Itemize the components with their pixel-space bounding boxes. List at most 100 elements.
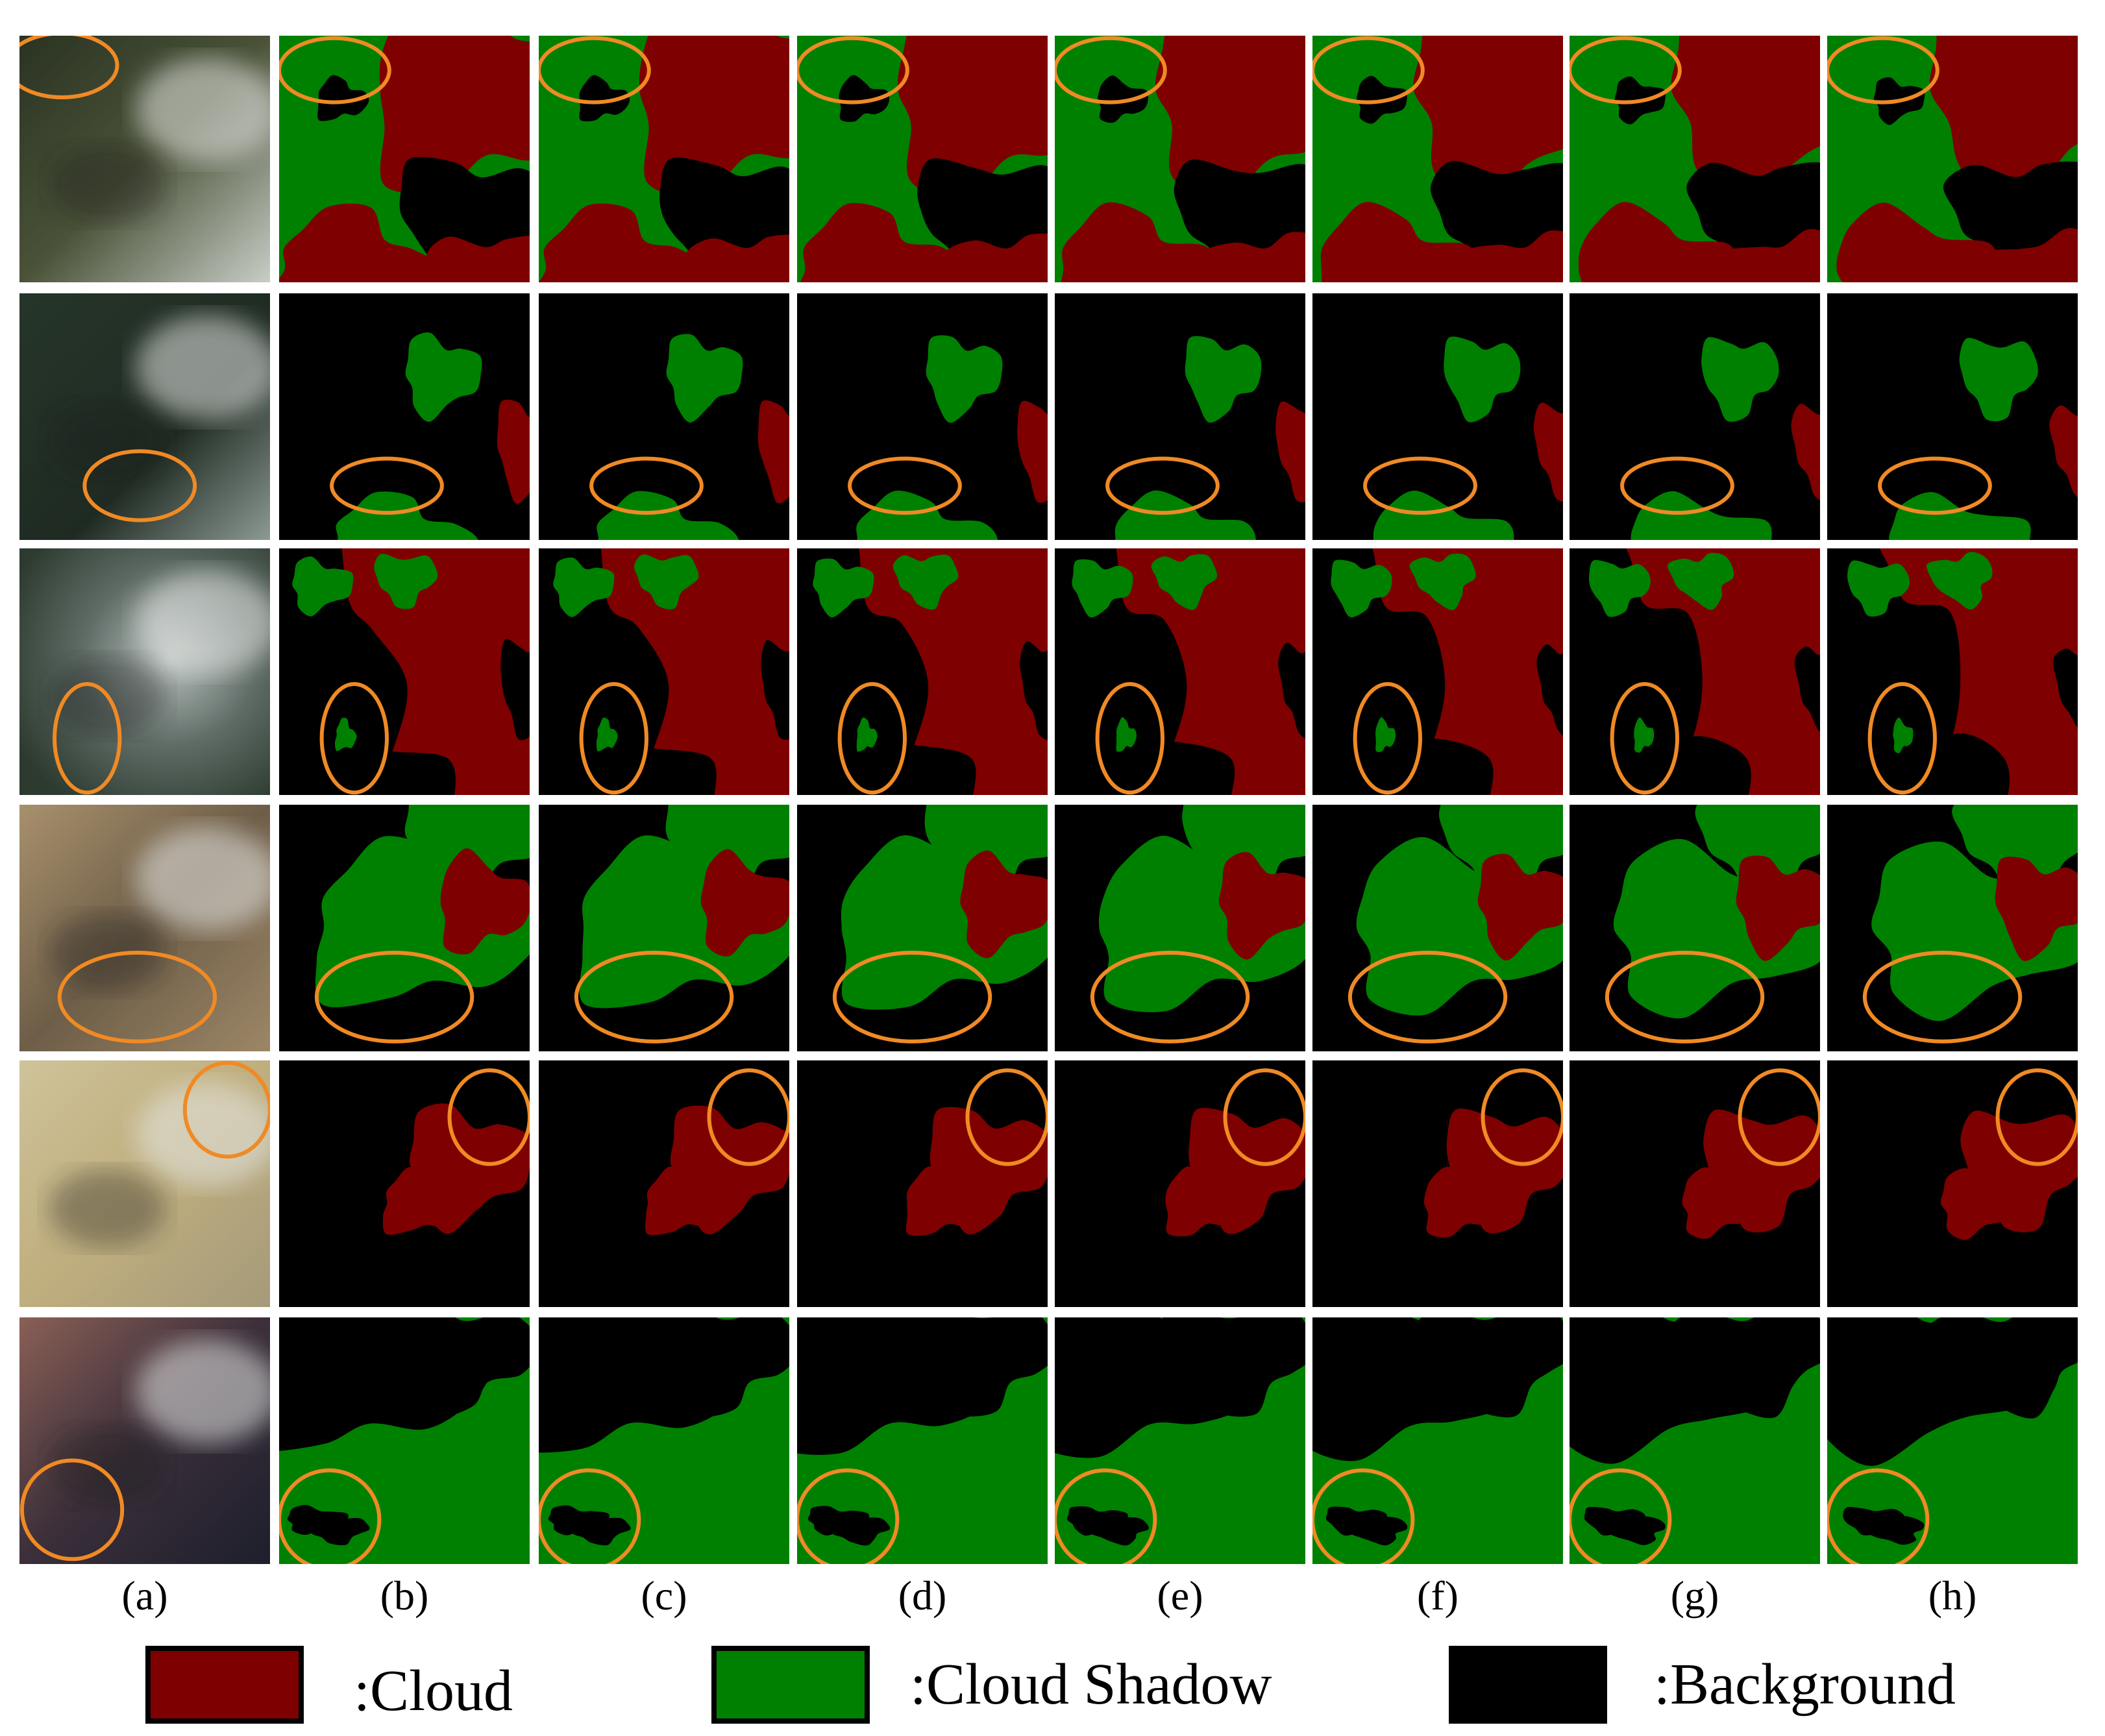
mask-region-cloud <box>382 1167 467 1235</box>
cell-g-row-4 <box>1570 805 1820 1051</box>
mask-region-cloud-shadow <box>1331 559 1392 618</box>
legend-label-background: :Background <box>1654 1652 1956 1717</box>
cell-f-row-4 <box>1312 805 1563 1051</box>
highlight-ellipse <box>314 951 474 1044</box>
cell-e-row-4 <box>1055 805 1305 1051</box>
mask-region-cloud-shadow <box>1959 337 2038 422</box>
mask-region-cloud <box>800 202 966 282</box>
cell-c-row-3 <box>539 548 789 795</box>
mask-region-cloud <box>1061 202 1224 282</box>
mask-region-cloud-shadow <box>1893 717 1914 753</box>
mask-region-background <box>500 639 530 740</box>
mask-region-cloud-shadow <box>1114 490 1256 540</box>
mask-region-cloud <box>1940 1168 2023 1240</box>
mask-region-cloud-shadow <box>336 491 478 540</box>
highlight-ellipse <box>82 449 197 522</box>
mask-region-background <box>304 1517 370 1546</box>
highlight-ellipse <box>1353 682 1422 795</box>
column-label-b: (b) <box>380 1572 429 1619</box>
cell-g-row-2 <box>1570 293 1820 540</box>
mask-region-background <box>1098 75 1148 123</box>
mask-region-background <box>384 1317 530 1418</box>
mask-region-background <box>1827 718 2010 795</box>
highlight-ellipse <box>1348 951 1508 1044</box>
mask-region-cloud-shadow <box>1634 717 1655 753</box>
cell-a-row-2 <box>19 293 270 540</box>
highlight-ellipse <box>1738 1068 1820 1166</box>
highlight-ellipse <box>1055 1468 1157 1564</box>
mask-region-cloud <box>1736 855 1820 961</box>
mask-region-cloud <box>905 1166 987 1236</box>
mask-region-cloud-shadow <box>1444 336 1521 422</box>
mask-region-cloud-shadow <box>1356 837 1563 1016</box>
column-label-c: (c) <box>641 1572 687 1619</box>
mask-region-cloud <box>1423 1166 1505 1238</box>
cell-c-row-4 <box>539 805 789 1051</box>
highlight-ellipse <box>1827 36 1939 104</box>
mask-region-cloud-shadow <box>405 332 482 422</box>
mask-region-cloud <box>1275 401 1305 502</box>
highlight-ellipse <box>1481 1068 1563 1166</box>
highlight-ellipse <box>832 951 992 1044</box>
cell-a-row-1 <box>19 36 270 282</box>
cell-a-row-4 <box>19 805 270 1051</box>
mask-region-cloud <box>1977 228 2078 282</box>
mask-region-cloud <box>1533 402 1563 502</box>
mask-region-cloud-shadow <box>334 717 357 752</box>
cell-a-row-5 <box>19 1060 270 1307</box>
cell-h-row-3 <box>1827 548 2078 795</box>
highlight-ellipse <box>1363 456 1477 515</box>
cell-e-row-3 <box>1055 548 1305 795</box>
mask-region-cloud <box>1460 230 1563 282</box>
mask-region-cloud <box>2049 405 2078 498</box>
mask-region-cloud <box>757 400 789 504</box>
mask-region-cloud <box>279 203 445 282</box>
highlight-ellipse <box>53 682 122 795</box>
cell-c-row-5 <box>539 1060 789 1307</box>
cell-b-row-2 <box>279 293 530 540</box>
mask-region-cloud-shadow <box>856 491 998 540</box>
mask-region-cloud-shadow <box>315 836 530 1007</box>
mask-region-cloud-shadow <box>1952 805 2078 898</box>
legend-label-cloud-shadow: :Cloud Shadow <box>910 1652 1272 1717</box>
mask-region-cloud-shadow <box>374 554 438 609</box>
legend-label-cloud: :Cloud <box>354 1659 513 1723</box>
cell-e-row-6 <box>1055 1317 1305 1564</box>
mask-region-background <box>317 75 369 121</box>
mask-region-background <box>565 1517 631 1546</box>
highlight-ellipse <box>447 1068 530 1166</box>
highlight-ellipse <box>57 951 217 1044</box>
mask-region-background <box>643 1317 789 1417</box>
mask-region-cloud-shadow <box>1889 492 2031 540</box>
column-label-e: (e) <box>1157 1572 1203 1619</box>
highlight-ellipse <box>1105 456 1220 515</box>
mask-region-background <box>1020 641 1048 740</box>
mask-region-cloud-shadow <box>596 717 618 752</box>
highlight-ellipse <box>797 1468 900 1564</box>
mask-region-background <box>1794 646 1820 733</box>
mask-region-cloud <box>700 849 789 957</box>
cell-h-row-6 <box>1827 1317 2078 1564</box>
highlight-ellipse <box>1620 456 1734 515</box>
cell-f-row-3 <box>1312 548 1563 795</box>
highlight-ellipse <box>279 1468 382 1564</box>
cell-g-row-6 <box>1570 1317 1820 1564</box>
cell-d-row-6 <box>797 1317 1048 1564</box>
mask-region-background <box>1858 1515 1925 1545</box>
mask-region-cloud <box>1718 228 1820 282</box>
mask-region-background <box>839 75 889 123</box>
mask-background-row-2 <box>1570 293 1820 540</box>
mask-region-background <box>1055 711 1235 795</box>
mask-background-row-2 <box>1827 293 2078 540</box>
cell-b-row-6 <box>279 1317 530 1564</box>
highlight-ellipse <box>182 1060 270 1159</box>
cell-g-row-1 <box>1570 36 1820 282</box>
mask-region-background <box>761 640 789 740</box>
highlight-ellipse <box>279 36 391 104</box>
mask-region-cloud <box>1320 202 1482 282</box>
highlight-ellipse <box>1605 951 1765 1044</box>
mask-region-background <box>824 1517 891 1546</box>
legend: :Cloud :Cloud Shadow :Background <box>145 1646 1956 1724</box>
mask-background-row-2 <box>1312 293 1563 540</box>
